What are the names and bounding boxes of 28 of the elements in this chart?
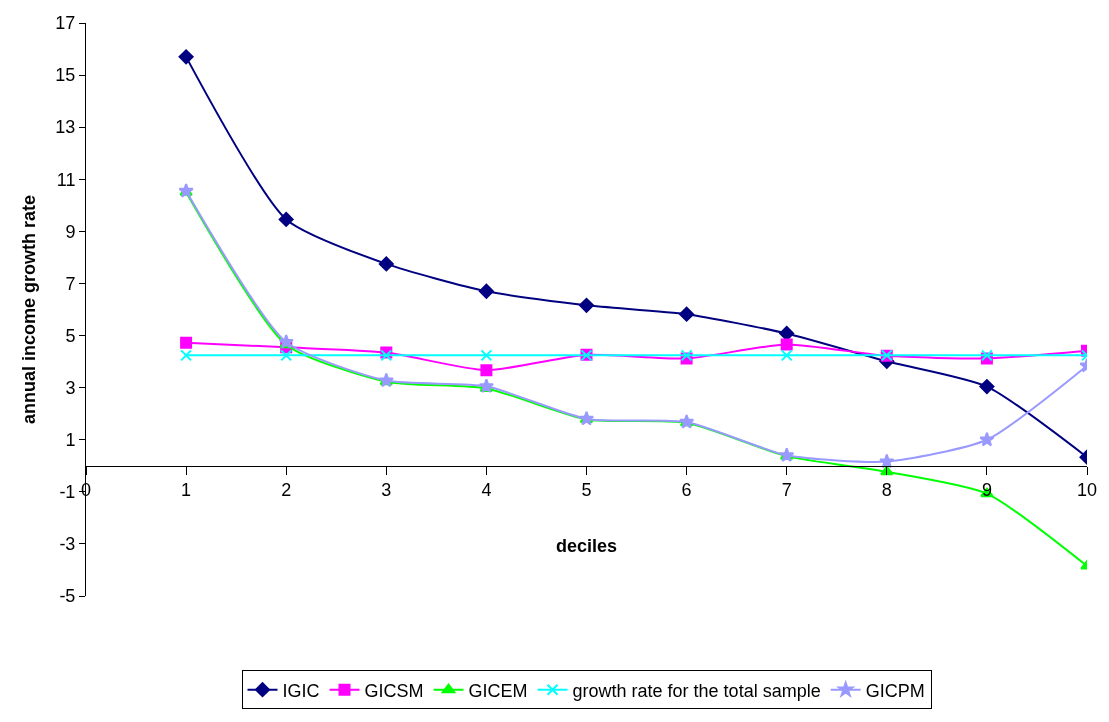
- legend-label: IGIC: [282, 680, 320, 701]
- x-tick-label: 2: [281, 480, 292, 501]
- x-tick-label: 8: [881, 480, 892, 501]
- y-tick-label: -1: [59, 482, 76, 503]
- y-tick-label: -3: [59, 534, 76, 555]
- legend-label: growth rate for the total sample: [572, 680, 821, 701]
- y-tick-label: 3: [65, 377, 76, 398]
- y-tick-label: 9: [65, 221, 76, 242]
- y-tick-label: -5: [59, 586, 76, 607]
- y-tick-label: 11: [56, 169, 76, 190]
- y-tick-label: 15: [55, 65, 76, 86]
- y-axis-title: annual income growth rate: [18, 194, 39, 425]
- x-tick-label: 4: [481, 480, 492, 501]
- x-axis-title: deciles: [555, 536, 618, 557]
- x-tick-label: 5: [581, 480, 592, 501]
- x-tick-label: 7: [781, 480, 792, 501]
- x-tick-label: 1: [181, 480, 192, 501]
- x-tick-label: 6: [681, 480, 692, 501]
- x-tick-label: 10: [1076, 480, 1098, 501]
- y-tick-label: 1: [65, 430, 76, 451]
- y-tick-label: 13: [55, 117, 76, 138]
- legend-label: GICEM: [468, 680, 528, 701]
- y-tick-label: 7: [65, 273, 76, 294]
- legend-label: GICPM: [865, 680, 925, 701]
- y-tick-label: 5: [65, 325, 76, 346]
- x-tick-label: 3: [381, 480, 392, 501]
- legend-label: GICSM: [364, 680, 424, 701]
- y-tick-label: 17: [55, 13, 76, 34]
